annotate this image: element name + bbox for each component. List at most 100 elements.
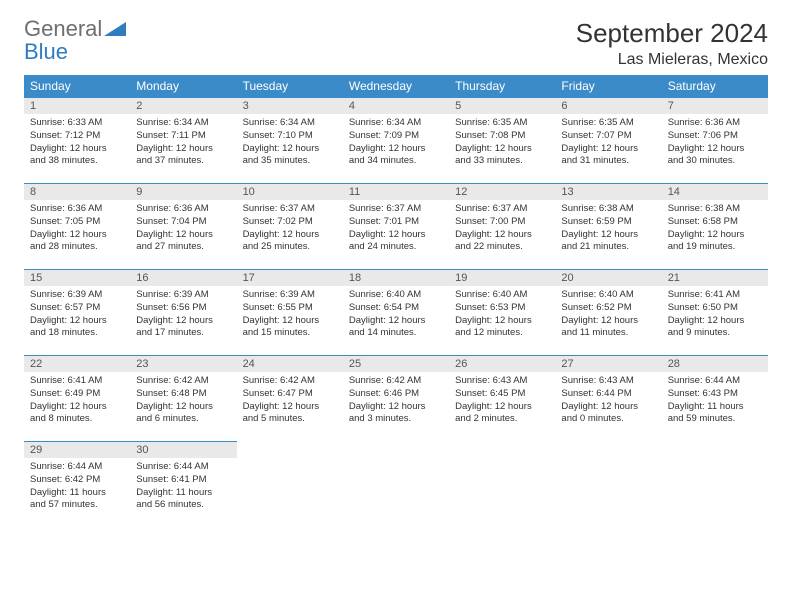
day-number: 5 [449, 98, 555, 114]
day-number: 3 [237, 98, 343, 114]
day-number: 19 [449, 270, 555, 286]
day-daylight1: Daylight: 12 hours [455, 315, 549, 328]
day-details: Sunrise: 6:35 AMSunset: 7:08 PMDaylight:… [449, 114, 555, 174]
page-title: September 2024 [576, 18, 768, 49]
day-number: 22 [24, 356, 130, 372]
weekday-header: Saturday [662, 75, 768, 98]
day-sunset: Sunset: 6:56 PM [136, 302, 230, 315]
day-details: Sunrise: 6:40 AMSunset: 6:54 PMDaylight:… [343, 286, 449, 346]
calendar-week-row: 1Sunrise: 6:33 AMSunset: 7:12 PMDaylight… [24, 98, 768, 184]
day-details: Sunrise: 6:44 AMSunset: 6:41 PMDaylight:… [130, 458, 236, 518]
day-details: Sunrise: 6:40 AMSunset: 6:52 PMDaylight:… [555, 286, 661, 346]
day-sunrise: Sunrise: 6:36 AM [668, 117, 762, 130]
day-sunset: Sunset: 7:08 PM [455, 130, 549, 143]
day-details: Sunrise: 6:41 AMSunset: 6:50 PMDaylight:… [662, 286, 768, 346]
day-daylight2: and 28 minutes. [30, 241, 124, 254]
day-daylight1: Daylight: 12 hours [561, 143, 655, 156]
calendar-day-cell: 17 Sunrise: 6:39 AMSunset: 6:55 PMDayligh… [237, 270, 343, 356]
calendar-week-row: 15Sunrise: 6:39 AMSunset: 6:57 PMDayligh… [24, 270, 768, 356]
day-sunrise: Sunrise: 6:36 AM [136, 203, 230, 216]
day-sunrise: Sunrise: 6:42 AM [136, 375, 230, 388]
day-sunrise: Sunrise: 6:35 AM [561, 117, 655, 130]
day-daylight1: Daylight: 12 hours [30, 315, 124, 328]
day-daylight1: Daylight: 12 hours [455, 143, 549, 156]
logo-triangle-icon [104, 22, 126, 36]
day-daylight2: and 9 minutes. [668, 327, 762, 340]
day-sunrise: Sunrise: 6:40 AM [561, 289, 655, 302]
day-details: Sunrise: 6:42 AMSunset: 6:48 PMDaylight:… [130, 372, 236, 432]
day-daylight2: and 14 minutes. [349, 327, 443, 340]
day-daylight2: and 59 minutes. [668, 413, 762, 426]
calendar-day-cell: 23Sunrise: 6:42 AMSunset: 6:48 PMDayligh… [130, 356, 236, 442]
calendar-day-cell: 21Sunrise: 6:41 AMSunset: 6:50 PMDayligh… [662, 270, 768, 356]
day-daylight1: Daylight: 12 hours [455, 401, 549, 414]
calendar-day-cell: 12Sunrise: 6:37 AMSunset: 7:00 PMDayligh… [449, 184, 555, 270]
day-sunrise: Sunrise: 6:43 AM [561, 375, 655, 388]
weekday-header: Sunday [24, 75, 130, 98]
calendar-day-cell: 16Sunrise: 6:39 AMSunset: 6:56 PMDayligh… [130, 270, 236, 356]
day-daylight2: and 17 minutes. [136, 327, 230, 340]
calendar-day-cell: 15Sunrise: 6:39 AMSunset: 6:57 PMDayligh… [24, 270, 130, 356]
day-daylight2: and 33 minutes. [455, 155, 549, 168]
day-sunset: Sunset: 7:10 PM [243, 130, 337, 143]
day-details: Sunrise: 6:34 AMSunset: 7:09 PMDaylight:… [343, 114, 449, 174]
day-daylight1: Daylight: 11 hours [30, 487, 124, 500]
day-details: Sunrise: 6:34 AMSunset: 7:10 PMDaylight:… [237, 114, 343, 174]
day-daylight1: Daylight: 12 hours [243, 315, 337, 328]
day-sunset: Sunset: 6:43 PM [668, 388, 762, 401]
header: General Blue September 2024 Las Mieleras… [24, 18, 768, 69]
day-daylight1: Daylight: 12 hours [136, 229, 230, 242]
day-daylight1: Daylight: 12 hours [668, 229, 762, 242]
day-sunset: Sunset: 7:09 PM [349, 130, 443, 143]
day-details: Sunrise: 6:38 AMSunset: 6:59 PMDaylight:… [555, 200, 661, 260]
day-number: 21 [662, 270, 768, 286]
day-number: 30 [130, 442, 236, 458]
day-sunset: Sunset: 6:41 PM [136, 474, 230, 487]
day-sunrise: Sunrise: 6:42 AM [349, 375, 443, 388]
day-daylight1: Daylight: 12 hours [243, 401, 337, 414]
day-sunset: Sunset: 7:06 PM [668, 130, 762, 143]
day-number: 23 [130, 356, 236, 372]
day-sunrise: Sunrise: 6:36 AM [30, 203, 124, 216]
day-daylight2: and 18 minutes. [30, 327, 124, 340]
day-daylight2: and 22 minutes. [455, 241, 549, 254]
calendar-day-cell: 19Sunrise: 6:40 AMSunset: 6:53 PMDayligh… [449, 270, 555, 356]
day-number: 12 [449, 184, 555, 200]
day-daylight2: and 21 minutes. [561, 241, 655, 254]
day-number: 17 [237, 270, 343, 286]
calendar-day-cell: 10Sunrise: 6:37 AMSunset: 7:02 PMDayligh… [237, 184, 343, 270]
day-details: Sunrise: 6:43 AMSunset: 6:44 PMDaylight:… [555, 372, 661, 432]
day-sunset: Sunset: 6:57 PM [30, 302, 124, 315]
calendar-body: 1Sunrise: 6:33 AMSunset: 7:12 PMDaylight… [24, 98, 768, 528]
day-number: 16 [130, 270, 236, 286]
day-sunset: Sunset: 6:48 PM [136, 388, 230, 401]
day-daylight1: Daylight: 12 hours [349, 401, 443, 414]
day-daylight1: Daylight: 12 hours [243, 143, 337, 156]
day-number: 27 [555, 356, 661, 372]
calendar-day-cell: 18Sunrise: 6:40 AMSunset: 6:54 PMDayligh… [343, 270, 449, 356]
calendar-empty-cell [662, 442, 768, 528]
day-daylight2: and 57 minutes. [30, 499, 124, 512]
day-sunrise: Sunrise: 6:39 AM [243, 289, 337, 302]
day-sunrise: Sunrise: 6:34 AM [136, 117, 230, 130]
day-sunset: Sunset: 6:55 PM [243, 302, 337, 315]
day-sunset: Sunset: 7:05 PM [30, 216, 124, 229]
day-sunrise: Sunrise: 6:42 AM [243, 375, 337, 388]
calendar-day-cell: 8Sunrise: 6:36 AMSunset: 7:05 PMDaylight… [24, 184, 130, 270]
day-sunrise: Sunrise: 6:40 AM [455, 289, 549, 302]
day-number: 10 [237, 184, 343, 200]
day-sunset: Sunset: 6:58 PM [668, 216, 762, 229]
day-sunset: Sunset: 6:59 PM [561, 216, 655, 229]
day-sunset: Sunset: 6:52 PM [561, 302, 655, 315]
day-daylight1: Daylight: 12 hours [136, 401, 230, 414]
day-daylight2: and 19 minutes. [668, 241, 762, 254]
calendar-day-cell: 6Sunrise: 6:35 AMSunset: 7:07 PMDaylight… [555, 98, 661, 184]
calendar-empty-cell [555, 442, 661, 528]
title-block: September 2024 Las Mieleras, Mexico [576, 18, 768, 69]
day-sunrise: Sunrise: 6:40 AM [349, 289, 443, 302]
weekday-header: Tuesday [237, 75, 343, 98]
weekday-header: Thursday [449, 75, 555, 98]
day-sunset: Sunset: 7:02 PM [243, 216, 337, 229]
calendar-table: Sunday Monday Tuesday Wednesday Thursday… [24, 75, 768, 528]
day-number: 20 [555, 270, 661, 286]
